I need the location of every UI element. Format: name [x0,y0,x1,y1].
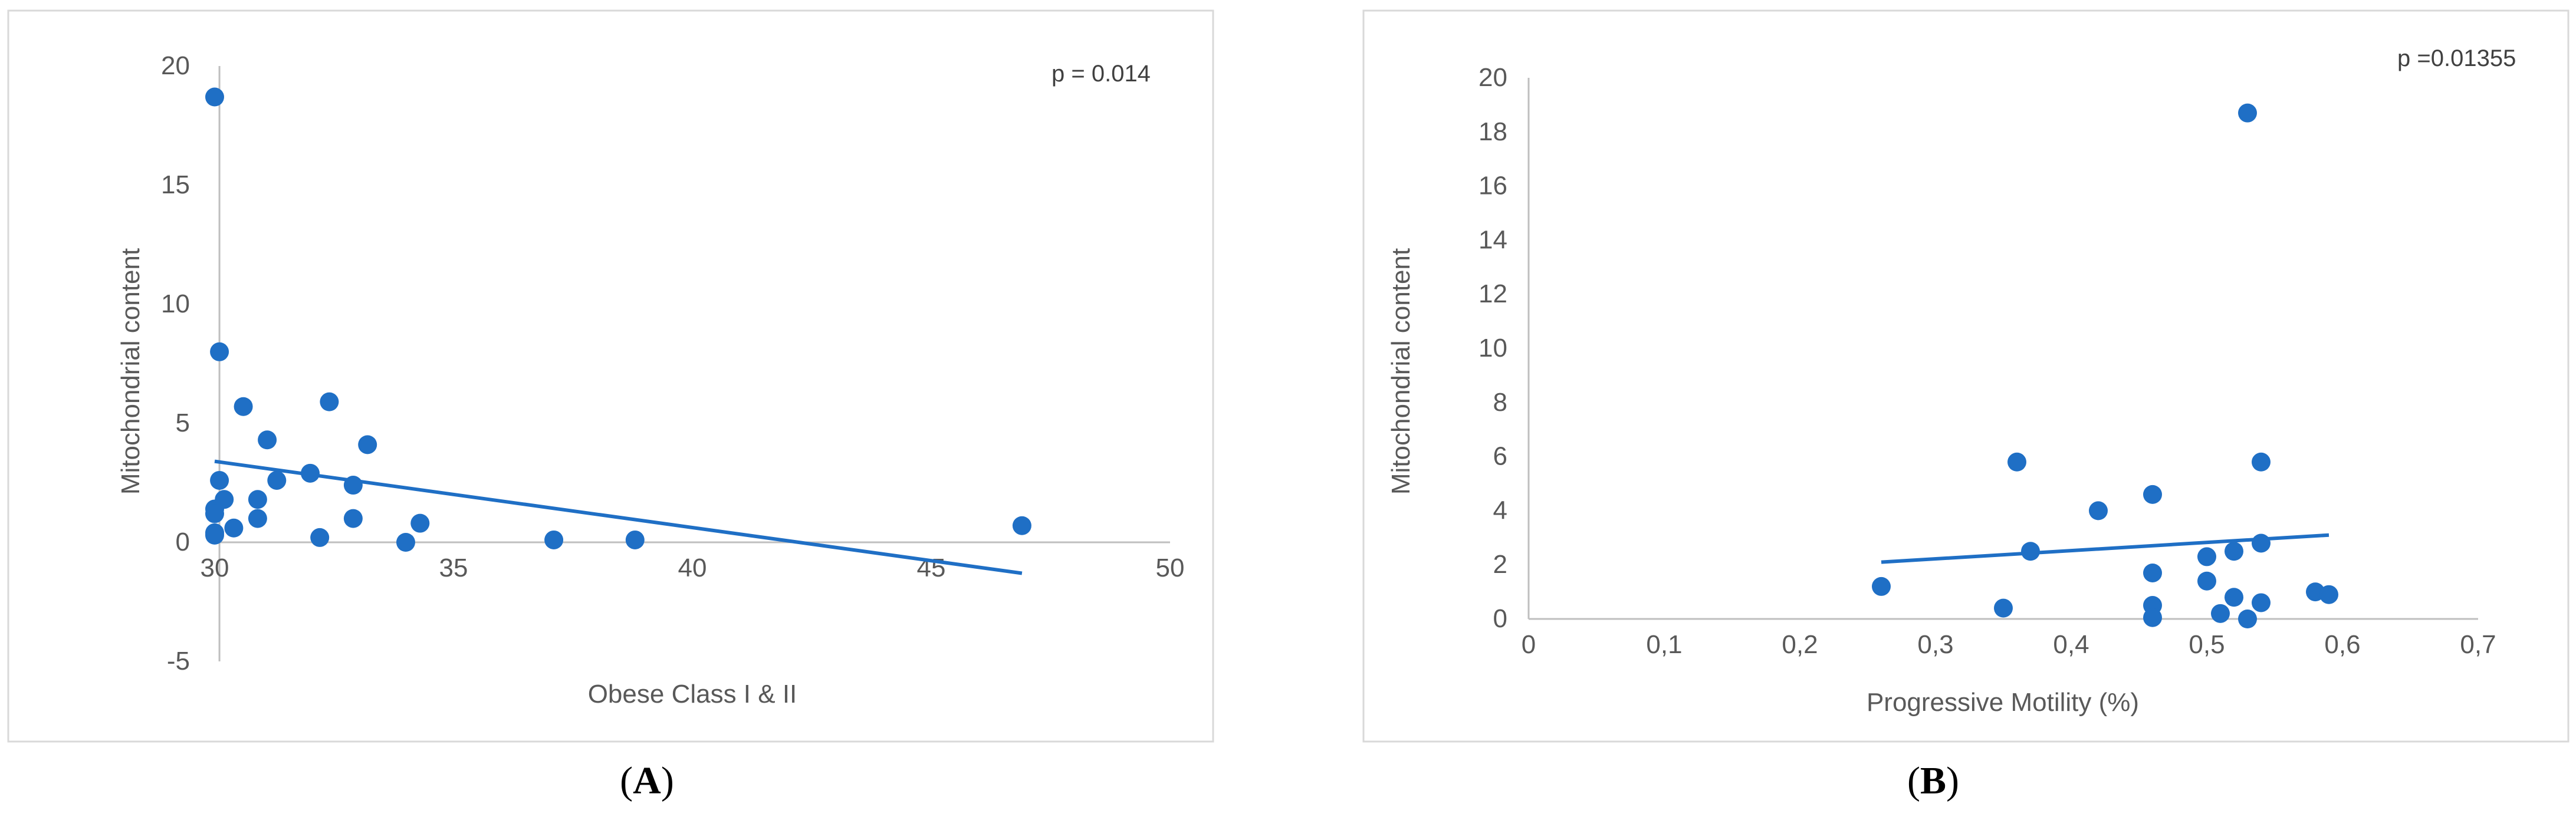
y-tick-label: 20 [161,51,190,80]
data-point [210,342,229,361]
data-point [1872,576,1891,596]
data-point [205,504,224,523]
y-tick-label: 8 [1493,388,1507,417]
panel-label-a: (A) [620,759,674,802]
data-point [234,397,253,416]
data-point [2211,604,2230,623]
y-tick-label: 0 [1493,604,1507,633]
data-point [343,509,363,528]
data-point [2225,542,2243,561]
data-point [2225,588,2243,607]
y-tick-label: 12 [1478,279,1507,308]
data-point [2319,585,2338,604]
data-point [396,533,415,552]
y-tick-label: 10 [1478,334,1507,363]
x-tick-label: 40 [678,554,707,582]
data-point [1994,598,2013,618]
data-point [544,530,564,549]
y-tick-label: 6 [1493,442,1507,471]
x-axis-title-a: Obese Class I & II [588,680,797,709]
x-tick-label: 0,4 [2053,630,2089,659]
x-tick-label: 35 [439,554,468,582]
y-axis-title-b: Mitochondrial content [1386,248,1415,495]
data-point [258,430,277,450]
points-b [1872,103,2338,628]
x-tick-label: 0,7 [2460,630,2496,659]
y-tick-label: 0 [176,528,190,556]
data-point [2007,452,2026,472]
data-point [2143,608,2162,627]
data-point [343,476,363,495]
axes-b [1527,78,2478,620]
data-point [248,509,267,528]
x-tick-label: 0,3 [1917,630,1953,659]
y-tick-label: 18 [1478,117,1507,146]
data-point [320,392,339,411]
data-point [2238,103,2257,123]
chart-frame-a [7,9,1214,743]
axes-a [215,66,1170,661]
y-tick-label: 20 [1478,63,1507,92]
y-tick-label: 10 [161,289,190,318]
data-point [267,470,287,490]
data-point [310,528,330,547]
x-tick-label: 0,6 [2324,630,2360,659]
x-tick-label: 0 [1522,630,1536,659]
panel-b: 0 0,1 0,2 0,3 0,4 0,5 0,6 0,702468101214161820 … [1362,9,2570,802]
data-point [205,87,224,107]
data-point [210,470,229,490]
y-tick-label: 2 [1493,550,1507,579]
tick-labels-b: 0 0,1 0,2 0,3 0,4 0,5 0,6 0,7 0 2 4 6 8 10 12 14 16 18 20 [1478,63,2496,659]
data-point [2143,485,2162,504]
panel-label-b: (B) [1907,759,1959,802]
data-point [2252,533,2271,553]
data-point [301,463,320,483]
data-point [224,518,244,538]
p-value-annotation-b: p =0.01355 [2397,45,2516,71]
data-point [248,490,267,509]
x-axis-title-b: Progressive Motility (%) [1867,688,2139,717]
data-point [2143,563,2162,582]
y-tick-label: 4 [1493,496,1507,525]
chart-frame-b [1362,9,2570,743]
data-point [205,525,224,545]
data-point [2252,452,2271,472]
data-point [2197,571,2216,591]
x-tick-label: 30 [201,554,229,582]
panel-letter-a: A [633,759,661,802]
data-point [1012,516,1031,535]
y-tick-label: 5 [176,408,190,437]
y-tick-label: -5 [167,647,190,676]
data-point [2089,501,2108,520]
y-axis-title-a: Mitochondrial content [116,248,145,495]
x-tick-label: 0,2 [1782,630,1818,659]
data-point [2252,593,2271,612]
x-tick-label: 0,1 [1646,630,1682,659]
p-value-annotation-a: p = 0.014 [1052,61,1151,87]
x-tick-label: 0,5 [2189,630,2225,659]
data-point [2021,542,2040,561]
data-point [2238,610,2257,628]
panel-letter-b: B [1920,759,1946,802]
y-tick-label: 14 [1478,225,1507,254]
points-a [205,87,1031,552]
data-point [358,435,377,454]
data-point [410,513,430,533]
x-tick-label: 50 [1156,554,1185,582]
data-point [625,530,645,549]
y-tick-label: 15 [161,170,190,199]
data-point [2197,547,2216,566]
y-tick-label: 16 [1478,172,1507,200]
